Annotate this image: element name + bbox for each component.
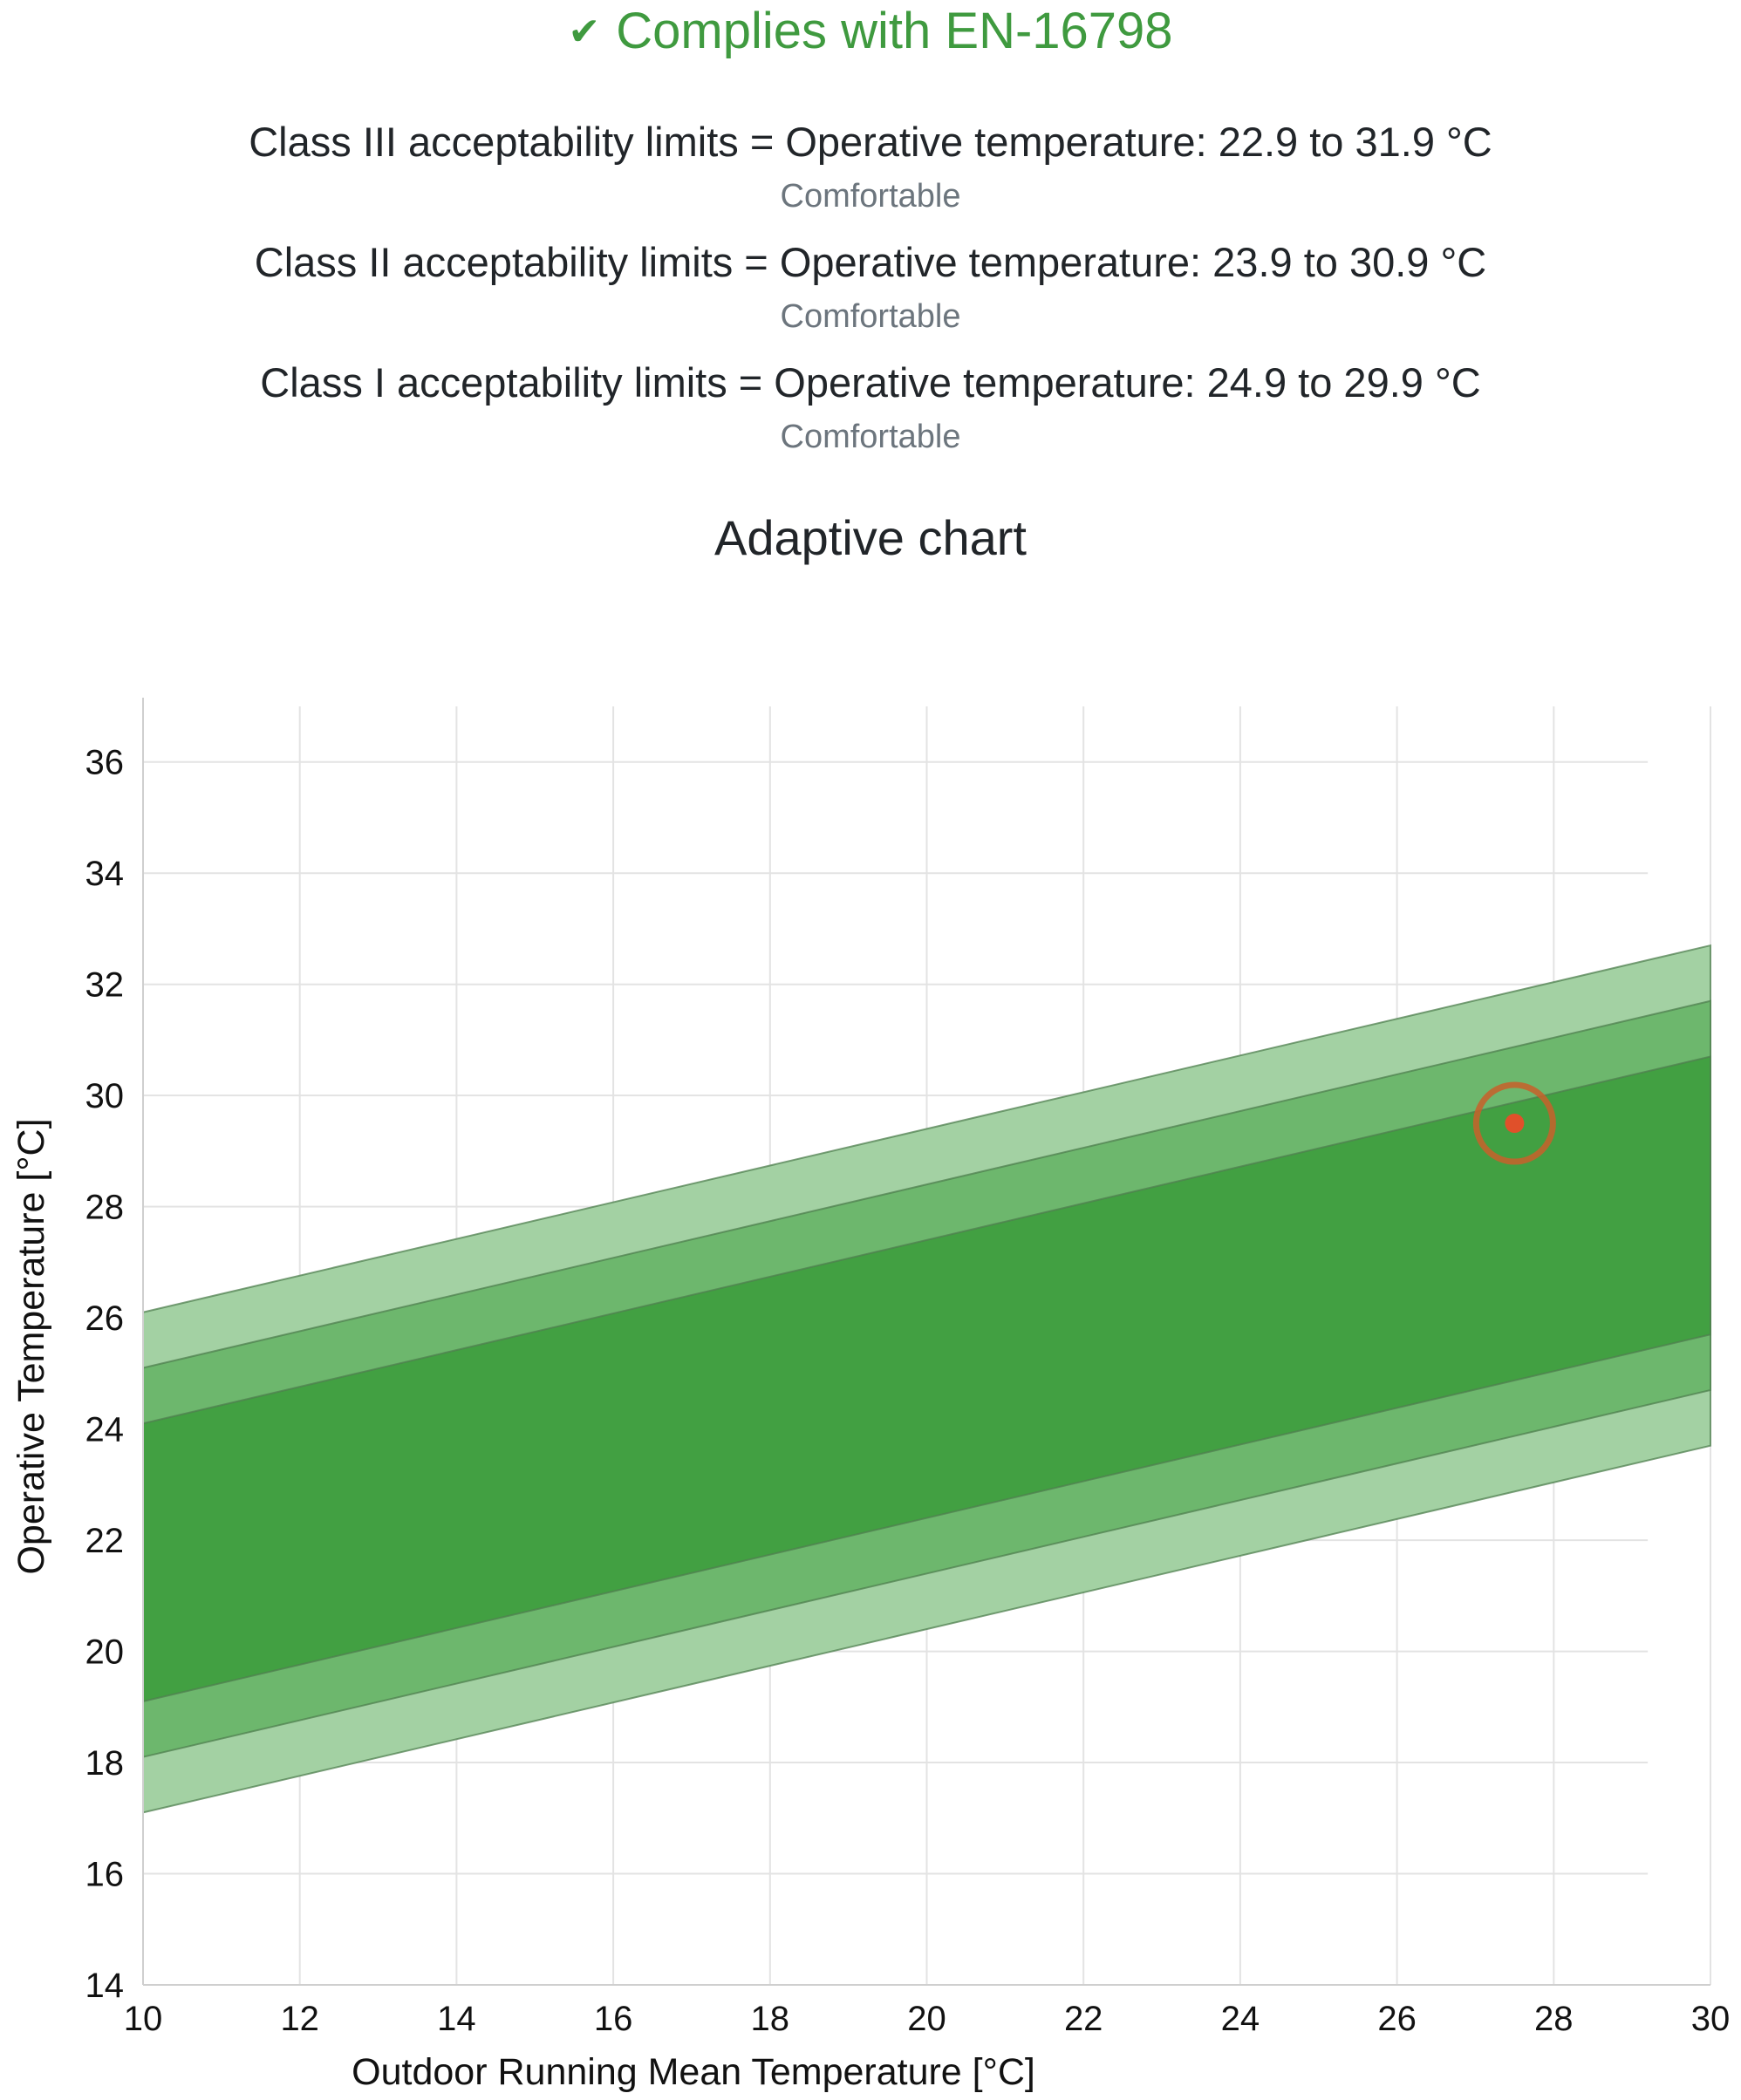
x-tick-label: 20 [907, 2000, 946, 2038]
y-tick-label: 14 [85, 1967, 125, 2005]
limit-status: Comfortable [780, 419, 961, 455]
x-tick-label: 30 [1691, 2000, 1731, 2038]
y-tick-label: 32 [85, 966, 125, 1005]
comfort-bands [142, 944, 1711, 1814]
current-condition-ring [1472, 1081, 1556, 1165]
limit-class-iii: Class III acceptability limits = Operati… [0, 112, 1741, 232]
x-tick-label: 10 [124, 2000, 163, 2038]
limit-class-ii: Class II acceptability limits = Operativ… [0, 232, 1741, 352]
limit-status: Comfortable [780, 298, 961, 335]
y-tick-label: 24 [85, 1411, 125, 1449]
limit-text: Class II acceptability limits = Operativ… [254, 239, 1487, 285]
current-condition-point [1505, 1114, 1525, 1134]
x-tick-label: 24 [1221, 2000, 1260, 2038]
x-axis-label: Outdoor Running Mean Temperature [°C] [352, 2051, 1035, 2093]
axes [142, 698, 1710, 1986]
y-tick-label: 28 [85, 1189, 125, 1227]
compliance-text: Complies with EN-16798 [616, 3, 1173, 59]
x-tick-label: 26 [1377, 2000, 1417, 2038]
y-tick-label: 22 [85, 1522, 125, 1560]
y-tick-label: 16 [85, 1856, 125, 1894]
current-condition [1472, 1081, 1556, 1165]
y-tick-label: 36 [85, 744, 125, 782]
y-tick-label: 26 [85, 1299, 125, 1338]
limit-class-i: Class I acceptability limits = Operative… [0, 352, 1741, 473]
x-tick-label: 14 [437, 2000, 476, 2038]
y-tick-label: 30 [85, 1077, 125, 1115]
chart-title: Adaptive chart [714, 510, 1027, 565]
y-tick-label: 20 [85, 1633, 125, 1672]
y-tick-label: 34 [85, 855, 125, 893]
x-tick-label: 12 [280, 2000, 319, 2038]
x-tick-label: 28 [1534, 2000, 1574, 2038]
x-tick-label: 16 [594, 2000, 633, 2038]
limit-text: Class III acceptability limits = Operati… [249, 119, 1492, 165]
limit-text: Class I acceptability limits = Operative… [260, 359, 1481, 406]
x-tick-label: 22 [1064, 2000, 1103, 2038]
y-tick-label: 18 [85, 1744, 125, 1783]
limit-status: Comfortable [780, 178, 961, 215]
compliance-status: ✔ Complies with EN-16798 [0, 0, 1741, 67]
y-axis-label: Operative Temperature [°C] [10, 1118, 52, 1574]
tick-labels: 10 12 14 16 18 20 22 24 26 28 30 14 16 18 20 22 24 26 28 30… [85, 744, 1731, 2038]
check-icon: ✔ [568, 10, 601, 53]
x-tick-label: 18 [751, 2000, 790, 2038]
acceptability-limits: Class III acceptability limits = Operati… [0, 112, 1741, 473]
